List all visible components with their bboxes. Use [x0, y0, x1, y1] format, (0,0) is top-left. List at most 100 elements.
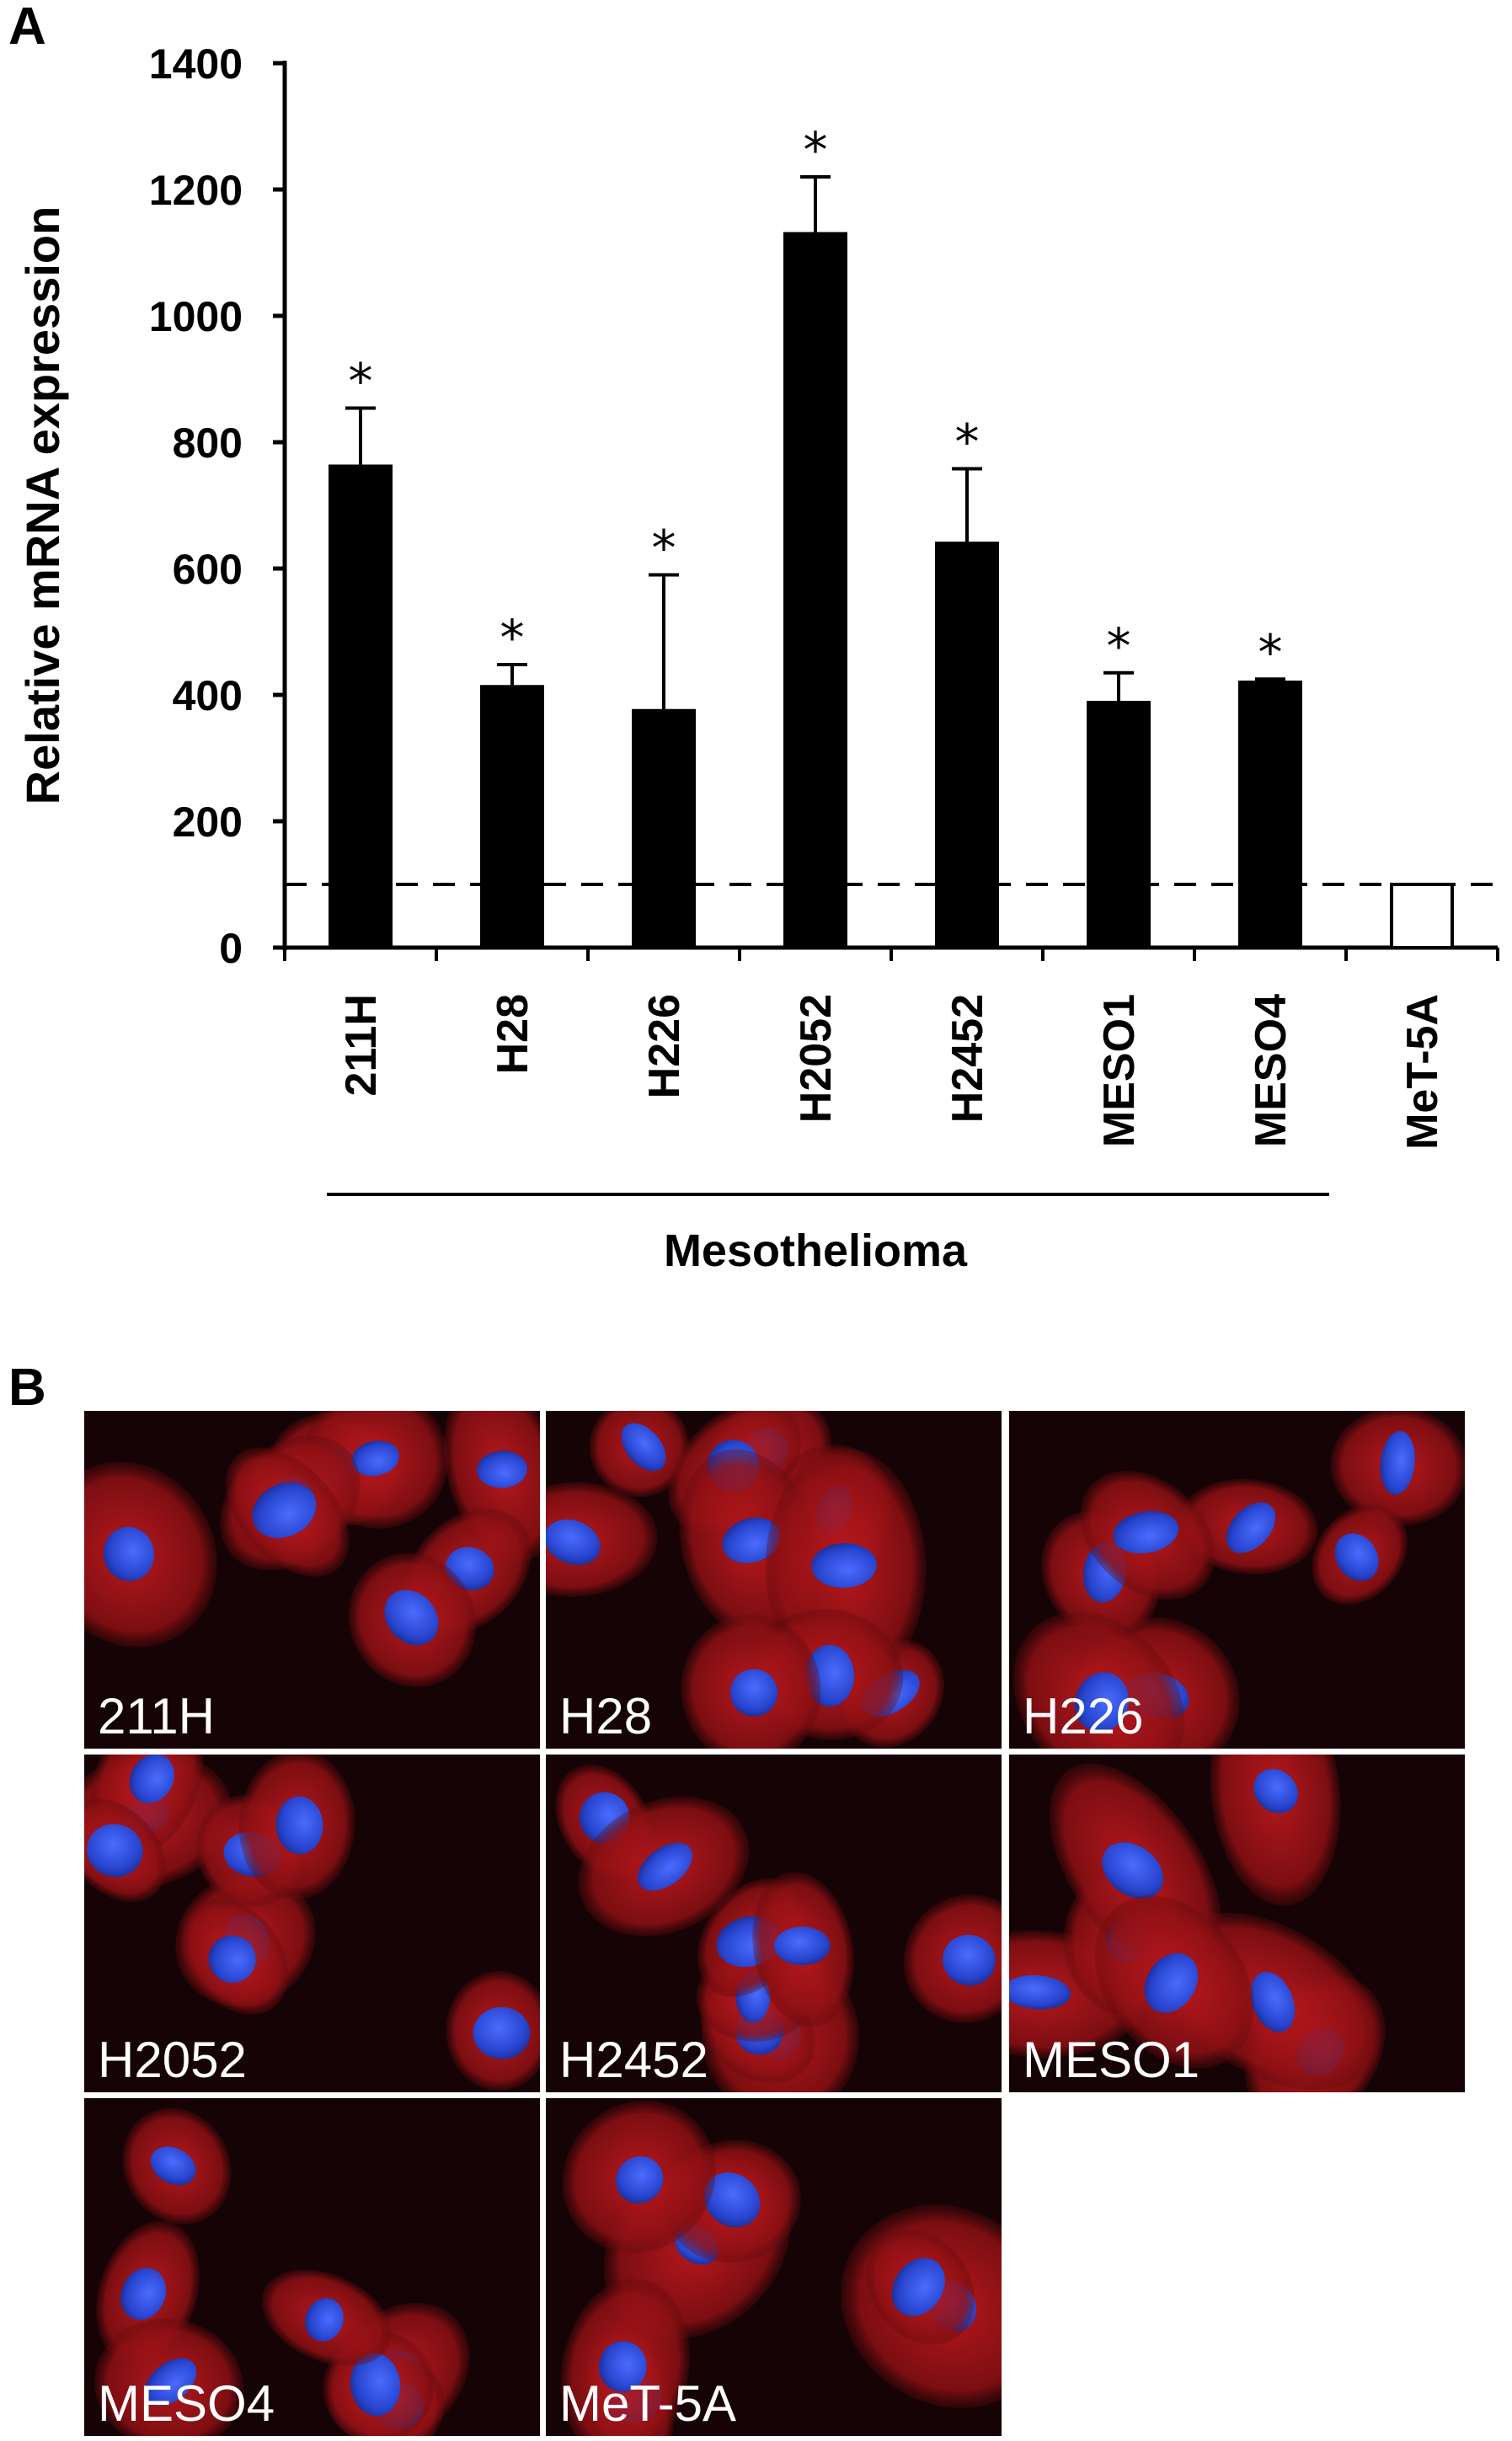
nucleus: [1226, 1502, 1276, 1553]
cell-layer: [555, 1764, 1002, 2092]
nucleus: [150, 2146, 196, 2186]
nucleus: [1102, 1842, 1163, 1899]
micrograph-meso4: MESO4: [84, 2098, 540, 2436]
micrograph-label: H2452: [559, 2032, 708, 2088]
micrograph-met-5a: MeT-5A: [546, 2098, 1002, 2436]
nucleus: [477, 1450, 527, 1488]
nucleus: [87, 1824, 143, 1877]
bars: * * * * * * *: [329, 121, 1454, 949]
nucleus: [1250, 1972, 1295, 2032]
nucleus: [350, 2353, 401, 2417]
y-tick-label: 1400: [149, 40, 243, 88]
nucleus: [615, 2155, 664, 2203]
nucleus: [811, 1542, 877, 1589]
y-tick-label: 400: [173, 672, 243, 719]
y-tick-label: 600: [173, 546, 243, 593]
nucleus: [473, 2006, 531, 2059]
panel-a-letter: A: [8, 0, 46, 56]
nucleus: [1253, 1769, 1298, 1813]
cell-layer: [1009, 1755, 1386, 2092]
group-bracket: Mesothelioma: [327, 1193, 1329, 1276]
x-tick-label-met-5a: MeT-5A: [1398, 994, 1447, 1150]
x-ticks: 211H H28 H226 H2052 H2452 MESO1 MESO4 MeT-5A: [283, 948, 1499, 1150]
micrograph-h2052: H2052: [84, 1755, 540, 2092]
nucleus: [774, 1926, 831, 1966]
nucleus: [1009, 1974, 1071, 2010]
x-tick-label-h2052: H2052: [792, 994, 841, 1123]
micrograph-label: 211H: [98, 1688, 215, 1744]
bar-meso1: [1087, 701, 1151, 949]
y-tick-label: 800: [173, 419, 243, 467]
nucleus: [252, 1482, 317, 1538]
nucleus: [304, 2298, 344, 2342]
nucleus: [546, 1519, 601, 1565]
nucleus: [384, 1589, 439, 1646]
micrograph-label: H2052: [98, 2032, 247, 2088]
y-axis-label: Relative mRNA expression: [16, 206, 69, 805]
significance-star: *: [1258, 623, 1283, 681]
nucleus: [129, 1755, 174, 1803]
bar-h2452: [935, 542, 999, 949]
bar-meso4: [1238, 681, 1302, 949]
nucleus: [729, 1669, 778, 1717]
nucleus: [275, 1796, 323, 1855]
nucleus: [598, 2341, 647, 2392]
significance-star: *: [804, 121, 828, 179]
cell-layer: [546, 1411, 945, 1749]
nucleus: [703, 2172, 761, 2228]
x-tick-label-meso4: MESO4: [1247, 994, 1296, 1147]
y-tick-label: 1200: [149, 167, 243, 214]
micrograph-meso1: MESO1: [1009, 1755, 1465, 2092]
bar-211h: [329, 464, 393, 949]
micrograph-label: MESO4: [98, 2375, 275, 2432]
group-label: Mesothelioma: [664, 1226, 968, 1276]
nucleus: [351, 1440, 399, 1477]
nucleus: [1113, 1510, 1179, 1554]
bar-h226: [632, 708, 696, 949]
nucleus: [637, 1842, 692, 1891]
x-axis: 211H H28 H226 H2052 H2452 MESO1 MESO4 MeT-5A: [283, 945, 1499, 1150]
micrograph-h2452: H2452: [546, 1755, 1002, 2092]
cell-layer: [84, 1411, 540, 1688]
nucleus: [144, 2358, 197, 2406]
cell-layer: [560, 2100, 1002, 2436]
bar-met-5a: [1390, 883, 1454, 949]
x-tick-label-211h: 211H: [337, 994, 386, 1096]
significance-star: *: [652, 520, 676, 577]
micrograph-label: MESO1: [1023, 2032, 1199, 2088]
nucleus: [1074, 1672, 1129, 1733]
cell-layer: [84, 1755, 540, 2091]
micrograph-211h: 211H: [84, 1411, 540, 1749]
bar-h2052: [783, 232, 847, 949]
significance-star: *: [955, 414, 980, 471]
panel-b-letter: B: [8, 1359, 46, 1417]
x-tick-label-h2452: H2452: [943, 994, 992, 1123]
nucleus: [1144, 1952, 1199, 2013]
micrograph-h226: H226: [1009, 1411, 1465, 1749]
nucleus: [722, 1517, 781, 1563]
micrograph-label: MeT-5A: [559, 2375, 736, 2432]
micrograph-h28: H28: [546, 1411, 1002, 1749]
nucleus: [891, 2257, 945, 2316]
x-tick-label-meso1: MESO1: [1095, 994, 1144, 1147]
nucleus: [120, 2267, 167, 2321]
x-tick-label-h28: H28: [489, 994, 537, 1074]
nucleus: [208, 1935, 256, 1983]
x-tick-label-h226: H226: [640, 994, 689, 1098]
nucleus: [1334, 1533, 1379, 1582]
y-tick-label: 0: [219, 925, 243, 972]
nucleus: [942, 1935, 996, 1986]
y-axis: 0 200 400 600 800 1000 1200 1400 Relative mRNA …: [16, 40, 287, 972]
bar-chart: 0 200 400 600 800 1000 1200 1400 Relative mRNA …: [16, 40, 1499, 1276]
bar-h28: [480, 685, 544, 949]
y-ticks: 0 200 400 600 800 1000 1200 1400: [149, 40, 285, 972]
micrograph-label: H226: [1023, 1688, 1143, 1744]
significance-star: *: [500, 609, 525, 666]
nucleus: [1380, 1431, 1415, 1495]
cell-layer: [94, 2107, 470, 2436]
y-tick-label: 1000: [149, 293, 243, 340]
significance-star: *: [1107, 617, 1131, 675]
nucleus: [103, 1526, 154, 1582]
y-tick-label: 200: [173, 799, 243, 846]
